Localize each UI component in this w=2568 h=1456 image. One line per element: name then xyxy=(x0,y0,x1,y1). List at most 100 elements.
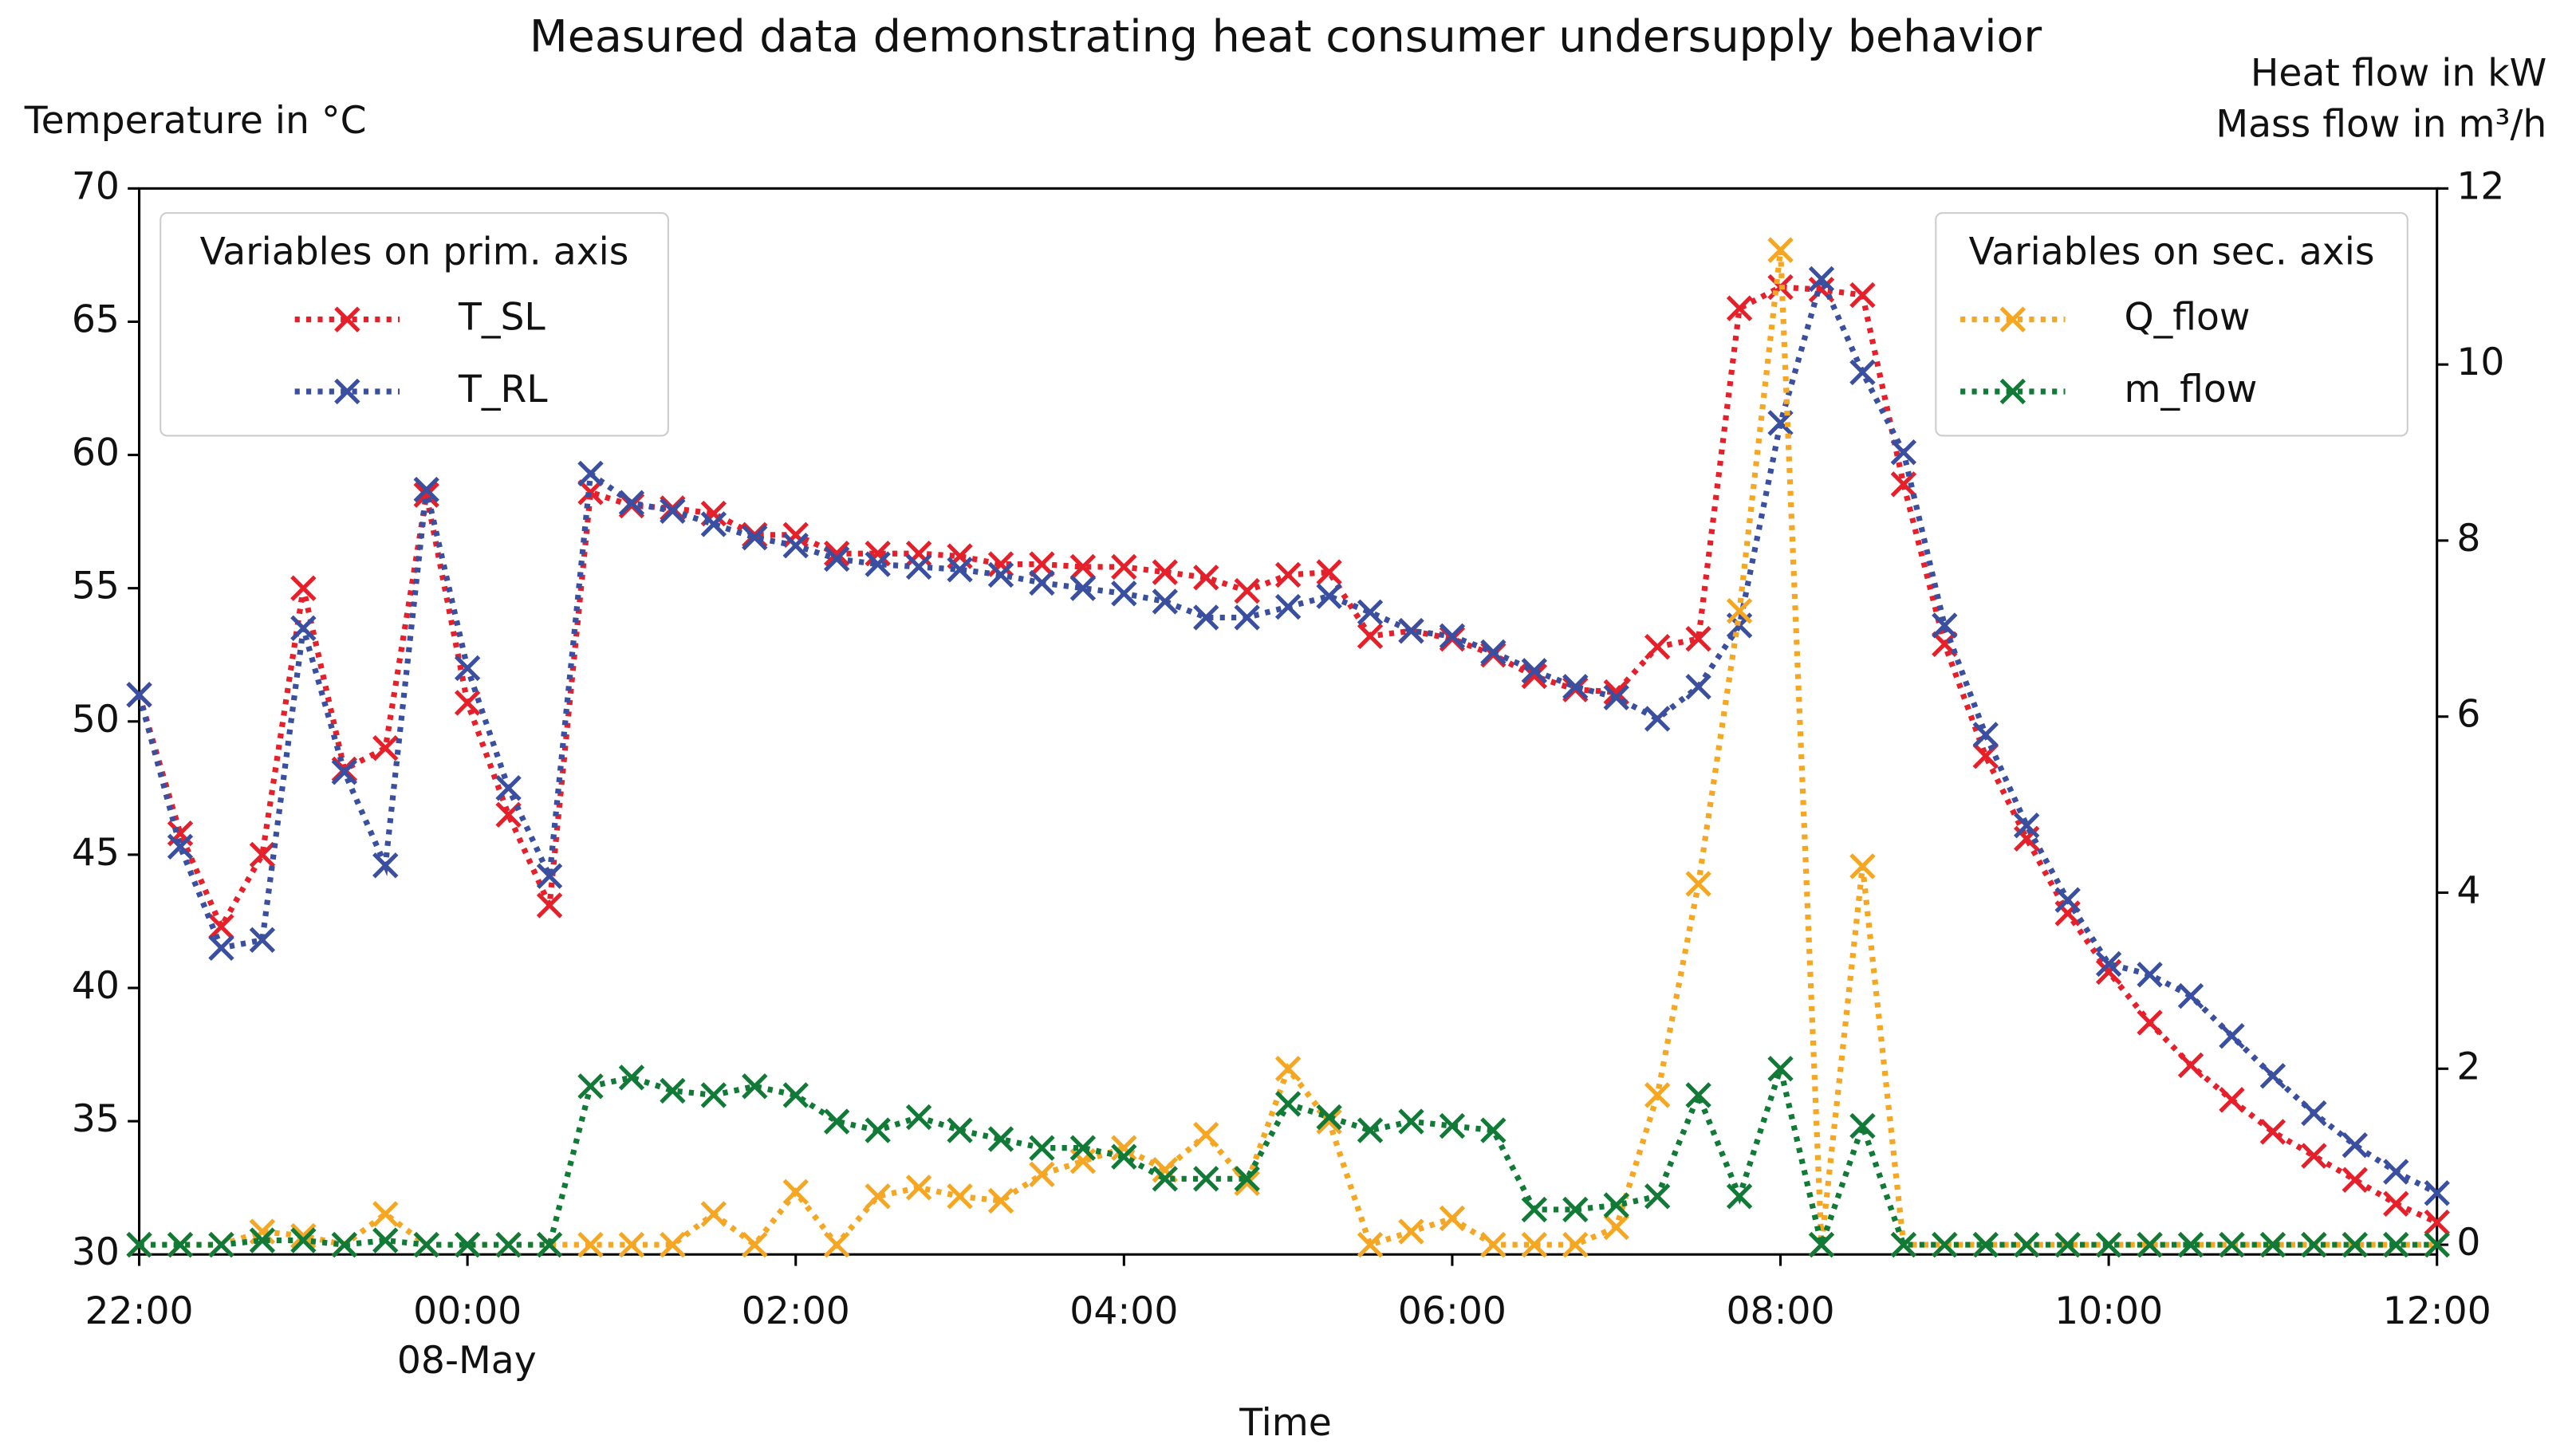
marker xyxy=(947,1183,973,1210)
marker xyxy=(2054,887,2081,913)
legend-title: Variables on sec. axis xyxy=(1969,230,2375,273)
marker xyxy=(1972,1231,1999,1258)
marker xyxy=(1685,674,1711,700)
legend-marker xyxy=(1999,378,2026,405)
marker xyxy=(987,1187,1014,1214)
marker xyxy=(1111,553,1137,580)
marker xyxy=(2383,1159,2409,1185)
marker xyxy=(1562,1231,1589,1258)
marker xyxy=(2095,1231,2122,1258)
y2-axis-label: Mass flow in m³/h xyxy=(2215,102,2546,146)
marker xyxy=(782,533,809,559)
marker xyxy=(1521,658,1548,684)
series-line xyxy=(139,1057,2437,1256)
marker xyxy=(618,1064,645,1091)
marker xyxy=(1193,1121,1219,1148)
marker xyxy=(660,498,686,524)
legend-label: Q_flow xyxy=(2124,296,2250,340)
marker xyxy=(2014,812,2040,839)
marker xyxy=(865,1183,891,1210)
marker xyxy=(947,557,973,583)
marker xyxy=(1890,439,1917,466)
marker xyxy=(660,1077,686,1104)
marker xyxy=(2137,1231,2163,1258)
marker xyxy=(2424,1180,2450,1206)
marker xyxy=(1316,583,1342,609)
y2-axis-label: Heat flow in kW xyxy=(2251,52,2546,96)
marker xyxy=(2342,1167,2368,1193)
marker xyxy=(1439,1205,1466,1232)
y-tick-label: 65 xyxy=(72,297,120,341)
marker xyxy=(290,575,317,601)
marker xyxy=(2054,1231,2081,1258)
marker xyxy=(2259,1063,2286,1089)
marker xyxy=(1644,1082,1671,1108)
marker xyxy=(1398,1108,1424,1135)
marker xyxy=(1111,580,1137,607)
marker xyxy=(2383,1231,2409,1258)
marker xyxy=(1069,553,1097,580)
marker xyxy=(536,892,563,919)
marker xyxy=(1029,569,1055,596)
marker xyxy=(700,511,727,537)
marker xyxy=(577,460,604,487)
marker xyxy=(1111,1143,1137,1170)
marker xyxy=(865,1117,891,1143)
marker xyxy=(2137,962,2163,988)
marker xyxy=(577,1073,604,1100)
marker xyxy=(2177,1052,2204,1079)
chart-title: Measured data demonstrating heat consume… xyxy=(530,12,2042,63)
marker xyxy=(208,1231,234,1258)
y-tick-label: 30 xyxy=(72,1230,120,1274)
legend-marker xyxy=(1999,306,2026,333)
marker xyxy=(1152,588,1178,615)
y2-tick-label: 6 xyxy=(2456,693,2480,737)
legend-box xyxy=(1935,212,2408,437)
y2-tick-label: 4 xyxy=(2456,869,2480,913)
marker xyxy=(1726,1183,1753,1210)
marker xyxy=(742,1073,768,1100)
marker xyxy=(1274,593,1302,620)
marker xyxy=(700,1082,727,1108)
marker xyxy=(1439,623,1466,650)
marker xyxy=(249,927,276,954)
marker xyxy=(331,1231,357,1258)
marker xyxy=(1029,1135,1055,1161)
marker xyxy=(208,913,234,940)
marker xyxy=(454,690,481,716)
marker xyxy=(454,655,481,682)
marker xyxy=(824,541,850,567)
marker xyxy=(2177,982,2204,1009)
marker xyxy=(1234,1166,1260,1192)
y2-tick-label: 10 xyxy=(2456,340,2504,384)
marker xyxy=(2219,1087,2245,1113)
marker xyxy=(1644,1183,1671,1210)
marker xyxy=(1603,1214,1629,1241)
marker xyxy=(2301,1100,2327,1127)
marker xyxy=(495,775,522,801)
marker xyxy=(947,1117,973,1143)
legend-label: m_flow xyxy=(2124,368,2257,411)
marker xyxy=(1111,1135,1137,1161)
y-tick-label: 70 xyxy=(72,164,120,208)
x-tick-label: 04:00 xyxy=(1069,1289,1178,1333)
marker xyxy=(1890,471,1917,498)
marker xyxy=(1849,281,1876,309)
marker xyxy=(1193,565,1219,591)
marker xyxy=(700,1201,727,1227)
x-date-label: 08-May xyxy=(397,1339,537,1383)
marker xyxy=(1316,1104,1342,1131)
marker xyxy=(1562,674,1589,700)
marker xyxy=(2259,1119,2286,1145)
marker xyxy=(372,1201,399,1227)
marker xyxy=(742,524,768,551)
marker xyxy=(1398,1218,1424,1245)
marker xyxy=(454,1231,481,1258)
marker xyxy=(824,1231,850,1258)
marker xyxy=(1932,1231,1958,1258)
marker xyxy=(824,545,850,573)
marker xyxy=(1972,722,1999,748)
y-tick-label: 35 xyxy=(72,1097,120,1141)
marker xyxy=(126,682,152,708)
